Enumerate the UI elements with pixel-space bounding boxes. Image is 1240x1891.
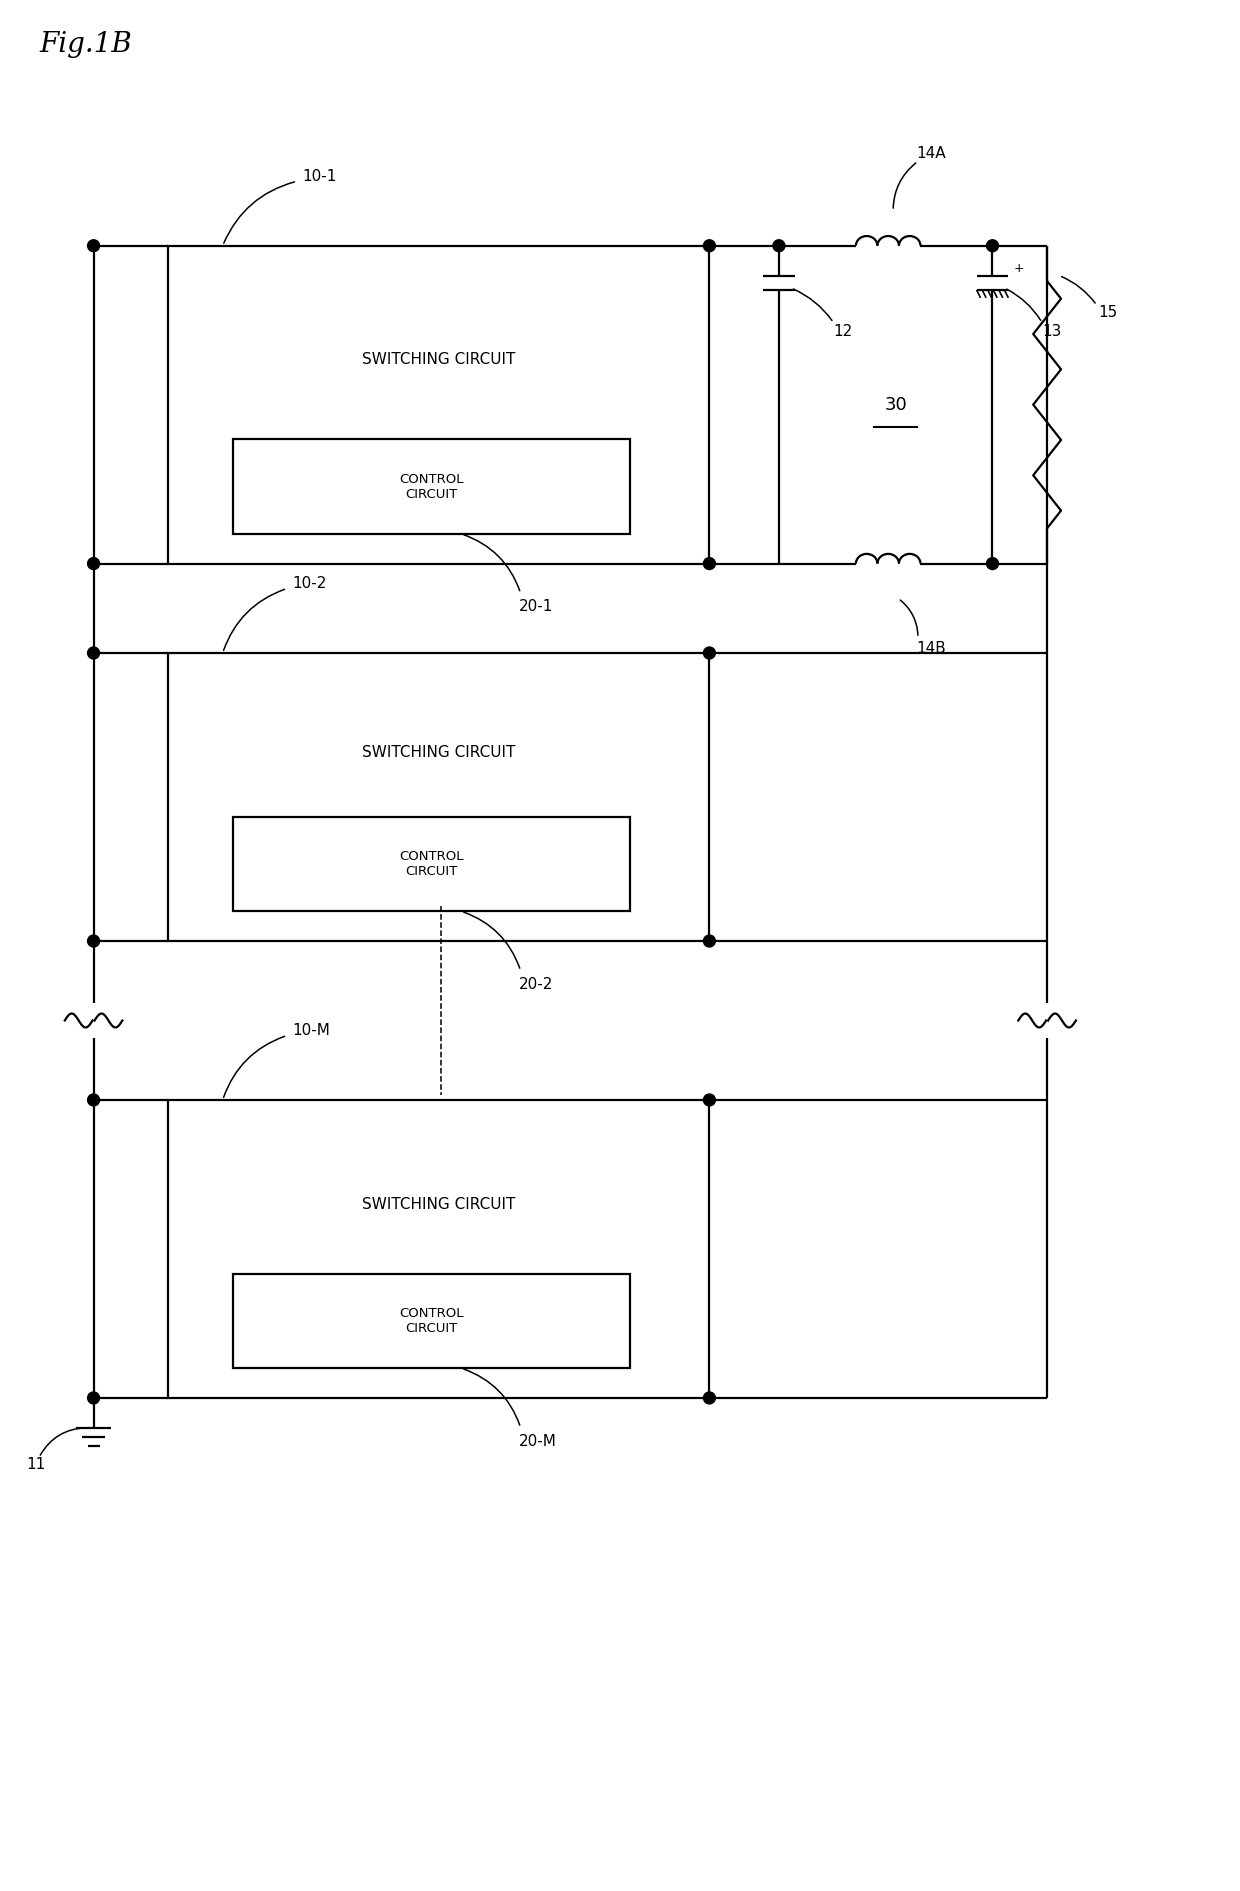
Circle shape [88,1392,99,1403]
Bar [169,246,709,564]
Circle shape [703,558,715,569]
Bar [233,439,630,533]
Text: 20-2: 20-2 [518,978,553,991]
Text: 20-M: 20-M [518,1433,557,1449]
Text: 14A: 14A [916,146,946,161]
Bar [233,1275,630,1369]
Circle shape [773,240,785,252]
Text: 30: 30 [884,395,906,414]
Text: SWITCHING CIRCUIT: SWITCHING CIRCUIT [362,745,516,760]
Text: +: + [1013,263,1024,274]
Circle shape [88,1095,99,1106]
Text: 10-M: 10-M [293,1023,330,1038]
Text: 15: 15 [1099,304,1118,320]
Text: CONTROL
CIRCUIT: CONTROL CIRCUIT [399,473,464,501]
Bar [233,817,630,911]
Text: 12: 12 [833,323,853,338]
Circle shape [703,1095,715,1106]
Text: CONTROL
CIRCUIT: CONTROL CIRCUIT [399,1307,464,1335]
Text: 13: 13 [1042,323,1061,338]
Text: 14B: 14B [916,641,946,656]
Circle shape [88,558,99,569]
Text: SWITCHING CIRCUIT: SWITCHING CIRCUIT [362,352,516,367]
Circle shape [88,240,99,252]
Circle shape [987,558,998,569]
Text: 10-1: 10-1 [303,168,336,183]
Bar [169,652,709,942]
Circle shape [703,240,715,252]
Bar [169,1101,709,1397]
Circle shape [987,240,998,252]
Text: CONTROL
CIRCUIT: CONTROL CIRCUIT [399,851,464,877]
Circle shape [88,934,99,947]
Text: Fig.1B: Fig.1B [38,30,131,59]
Text: SWITCHING CIRCUIT: SWITCHING CIRCUIT [362,1197,516,1212]
Circle shape [703,647,715,658]
Text: 10-2: 10-2 [293,577,326,592]
Circle shape [703,934,715,947]
Circle shape [88,647,99,658]
Text: 20-1: 20-1 [518,599,553,615]
Circle shape [703,1392,715,1403]
Text: 11: 11 [26,1458,46,1473]
